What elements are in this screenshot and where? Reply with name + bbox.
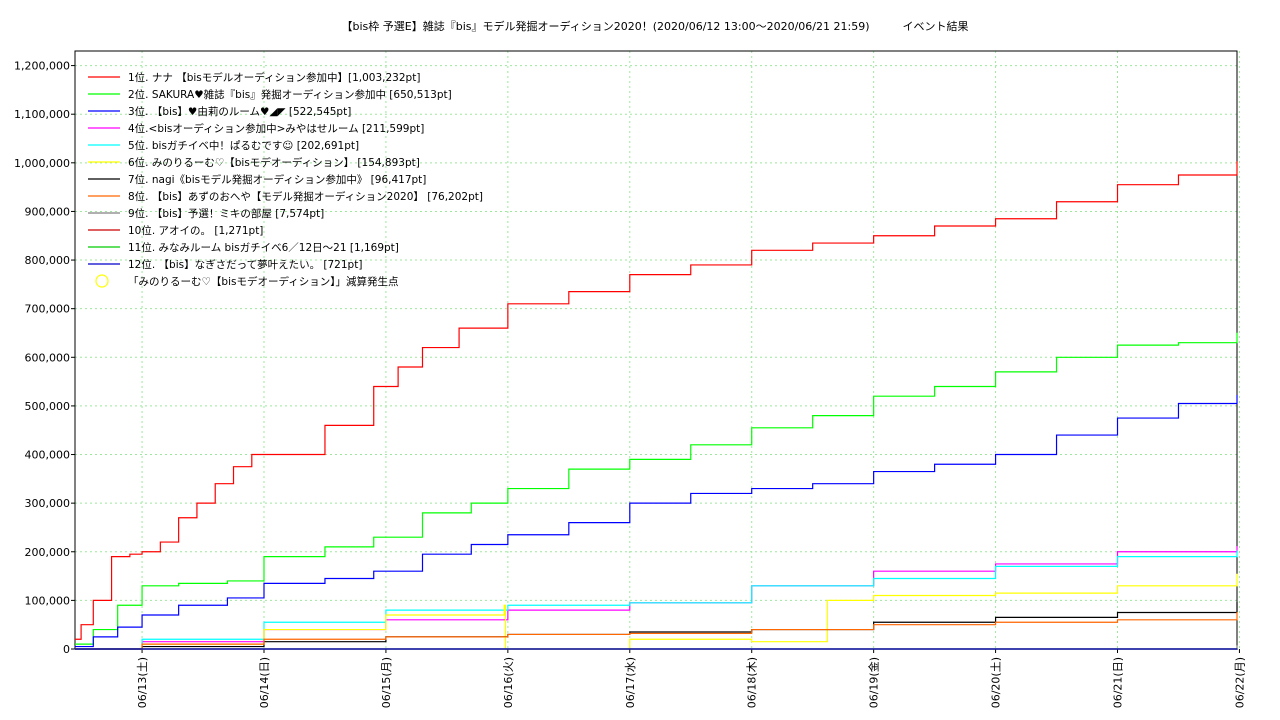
series-line-2 [75,332,1238,645]
y-tick-label: 1,200,000 [14,60,70,73]
x-tick-label: 06/15(月) [380,657,393,708]
x-tick-label: 06/19(金) [867,657,881,708]
legend-marker-entry: 「みのりるーむ♡【bisモデオーディション】」減算発生点 [128,275,398,288]
legend-entry: 10位. アオイの。 [1,271pt] [128,224,263,237]
series-lines [75,161,1238,650]
y-tick-label: 0 [63,643,70,656]
legend-entry: 4位.<bisオーディション参加中>みやはせルーム [211,599pt] [128,122,424,135]
x-tick-label: 06/17(水) [624,657,637,708]
y-tick-label: 400,000 [25,449,71,462]
legend-entry: 6位. みのりるーむ♡【bisモデオーディション】 [154,893pt] [128,156,420,169]
legend-entry: 1位. ナナ 【bisモデルオーディション参加中】[1,003,232pt] [128,71,420,84]
y-tick-label: 1,000,000 [14,157,70,170]
x-axis: 06/13(土) 06/14(日) 06/15(月) 06/16(火) 06/17(水)… [136,649,1246,708]
x-tick-label: 06/20(土) [990,657,1003,708]
y-tick-label: 800,000 [25,254,71,267]
legend-entry: 7位. nagi《bisモデル発掘オーディション参加中》 [96,417pt] [128,173,426,186]
series-line-1 [75,161,1238,640]
series-line-5 [75,550,1238,650]
legend-entry: 11位. みなみルーム bisガチイベ6／12日〜21 [1,169pt] [128,241,399,254]
series-line-7 [75,602,1238,650]
x-tick-label: 06/14(日) [258,657,271,708]
legend: 1位. ナナ 【bisモデルオーディション参加中】[1,003,232pt] 2位… [88,71,483,288]
legend-entry: 12位. 【bis】なぎさだって夢叶えたい。 [721pt] [128,258,362,271]
y-tick-label: 1,100,000 [14,108,70,121]
series-line-8 [75,611,1238,650]
y-tick-label: 300,000 [25,497,71,510]
y-tick-label: 500,000 [25,400,71,413]
x-tick-label: 06/16(火) [502,657,515,708]
legend-entry: 2位. SAKURA♥雑誌『bis』発掘オーディション参加中 [650,513p… [128,88,452,101]
legend-entry: 9位. 【bis】予選！ミキの部屋 [7,574pt] [128,207,324,220]
legend-entry: 3位. 【bis】♥由莉のルーム♥◢◤ [522,545pt] [128,105,351,118]
series-line-3 [75,394,1238,648]
x-tick-label: 06/13(土) [136,657,149,708]
series-line-6 [75,573,1238,650]
y-axis: 0 100,000 200,000 300,000 400,000 500,000 600,… [14,60,75,656]
y-tick-label: 200,000 [25,546,71,559]
y-tick-label: 100,000 [25,594,71,607]
x-tick-label: 06/18(木) [746,657,759,708]
y-tick-label: 600,000 [25,351,71,364]
chart-title: 【bis枠 予選E】雑誌『bis』モデル発掘オーディション2020！(2020/… [342,19,969,33]
legend-entry: 5位. bisガチイベ中！ぱるむです☺ [202,691pt] [128,139,359,152]
y-tick-label: 900,000 [25,205,71,218]
y-tick-label: 700,000 [25,303,71,316]
legend-marker-circle [95,274,109,288]
legend-entry: 8位. 【bis】あずのおへや【モデル発掘オーディション2020】 [76,20… [128,190,483,203]
x-tick-label: 06/21(日) [1112,657,1125,708]
x-tick-label: 06/22(月) [1233,657,1246,708]
